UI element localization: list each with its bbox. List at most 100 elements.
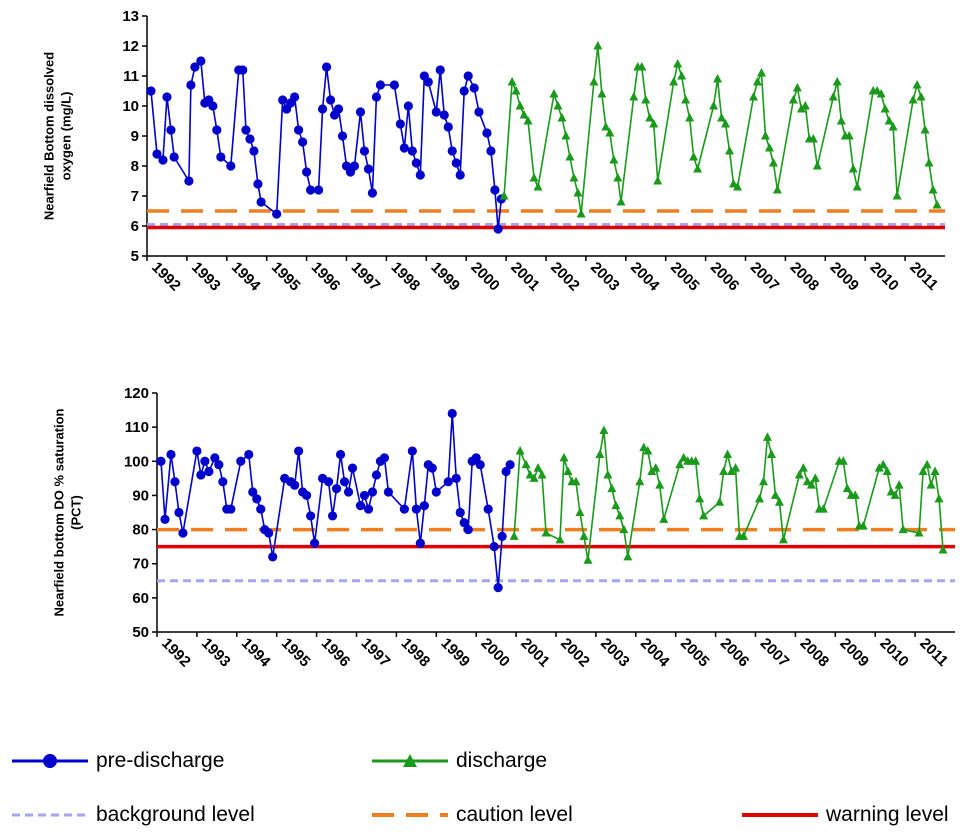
- c1-pre-discharge-point: [256, 197, 266, 207]
- c2-discharge-point: [525, 469, 535, 479]
- c1-y-axis-label-line: Nearfield Bottom dissolved: [42, 52, 57, 220]
- c1-pre-discharge-point: [158, 155, 168, 165]
- c2-discharge-point: [806, 480, 816, 489]
- c2-discharge-point: [810, 473, 820, 482]
- c1-discharge-point: [569, 173, 579, 182]
- c1-pre-discharge-point: [302, 167, 312, 177]
- c1-discharge-point: [733, 182, 743, 191]
- c1-pre-discharge-point: [305, 185, 316, 195]
- c1-discharge-point: [653, 176, 663, 185]
- c1-discharge-point: [557, 113, 567, 122]
- c2-y-axis-label-line: Nearfield bottom DO % saturation: [52, 408, 67, 616]
- c2-discharge-point: [842, 483, 852, 493]
- c1-discharge-point: [756, 68, 766, 77]
- c1-discharge-point: [832, 77, 842, 86]
- c1-discharge-point: [912, 80, 922, 89]
- c1-discharge-point: [772, 185, 782, 194]
- c1-pre-discharge-point: [490, 185, 500, 195]
- c1-discharge-point: [924, 158, 934, 167]
- c2-y-tick-label: 90: [132, 487, 149, 504]
- c1-pre-discharge-point: [349, 161, 360, 171]
- c2-x-tick-label: 1992: [158, 635, 194, 671]
- c1-pre-discharge-point: [190, 62, 200, 72]
- c2-discharge-point: [926, 480, 936, 489]
- c1-discharge-point: [649, 119, 659, 128]
- c2-discharge-point: [675, 459, 685, 469]
- c2-pre-discharge-point: [170, 477, 180, 487]
- c2-x-tick-label: 2002: [557, 635, 593, 671]
- c2-pre-discharge-point: [363, 504, 374, 514]
- c1-pre-discharge-point: [186, 80, 196, 90]
- c1-discharge-point: [641, 95, 651, 104]
- c2-discharge-point: [914, 527, 924, 537]
- c1-discharge-point: [748, 92, 758, 101]
- c1-discharge-point: [788, 95, 798, 104]
- c1-pre-discharge-point: [395, 119, 405, 129]
- c1-pre-discharge-point: [152, 149, 162, 159]
- c2-y-tick-label: 110: [125, 419, 149, 436]
- c1-pre-discharge-point: [439, 110, 449, 120]
- c2-discharge-point: [695, 493, 705, 503]
- c2-pre-discharge-point: [355, 501, 366, 511]
- c1-pre-discharge-point: [216, 152, 226, 162]
- c2-pre-discharge-point: [371, 470, 382, 480]
- c2-discharge-point: [655, 480, 665, 489]
- c1-pre-discharge-point: [486, 146, 496, 156]
- legend-item-discharge: discharge: [370, 749, 547, 773]
- c2-pre-discharge-point: [310, 538, 320, 548]
- c1-pre-discharge-point: [355, 107, 366, 117]
- c1-discharge-point: [549, 89, 559, 98]
- c2-pre-discharge-point: [210, 453, 220, 463]
- c2-pre-discharge-point: [489, 542, 499, 552]
- c1-pre-discharge-point: [459, 86, 469, 96]
- c1-discharge-point: [519, 110, 529, 119]
- c1-pre-discharge-point: [313, 185, 324, 195]
- c2-pre-discharge-point: [218, 477, 228, 487]
- c1-discharge-point: [533, 182, 543, 191]
- c1-pre-discharge-point: [162, 92, 172, 102]
- c2-pre-discharge-point: [459, 518, 469, 528]
- c2-discharge-point: [579, 531, 589, 540]
- c2-pre-discharge-point: [339, 477, 350, 487]
- c2-x-tick-label: 1993: [198, 635, 234, 671]
- c2-pre-discharge-point: [343, 487, 354, 497]
- c1-discharge-point: [499, 191, 509, 200]
- c2-y-tick-label: 80: [132, 522, 149, 539]
- c1-discharge-point: [507, 77, 517, 86]
- c2-pre-discharge-point: [419, 501, 429, 511]
- c1-discharge-point: [844, 131, 854, 140]
- c2-pre-discharge-point: [204, 466, 214, 477]
- c2-pre-discharge-point: [327, 511, 338, 521]
- c1-pre-discharge-point: [435, 65, 445, 75]
- c1-y-tick-label: 7: [131, 188, 139, 205]
- c1-discharge-point: [764, 143, 774, 152]
- c1-pre-discharge-point: [407, 146, 417, 156]
- c1-discharge-point: [848, 164, 858, 173]
- c1-discharge-point: [593, 41, 603, 50]
- c1-discharge-point: [709, 101, 719, 110]
- c1-y-tick-label: 5: [131, 248, 139, 265]
- c2-pre-discharge-point: [200, 456, 210, 466]
- c1-y-tick-label: 10: [122, 98, 139, 115]
- c1-discharge-point: [523, 116, 533, 125]
- c2-y-tick-label: 100: [124, 453, 149, 470]
- c1-discharge-point: [515, 101, 525, 110]
- c2-y-tick-label: 120: [124, 385, 149, 402]
- c1-pre-discharge-point: [321, 62, 332, 72]
- c2-discharge-point: [521, 459, 531, 469]
- legend-warning-line: [742, 813, 818, 817]
- c1-pre-discharge-point: [451, 158, 461, 168]
- c1-discharge-point: [629, 92, 639, 101]
- legend-label-warning: warning level: [826, 803, 949, 826]
- c2-discharge-point: [723, 449, 733, 458]
- c2-pre-discharge-point: [331, 484, 342, 494]
- c1-pre-discharge-point: [371, 92, 382, 102]
- c1-pre-discharge-point: [337, 131, 348, 141]
- legend-label-caution: caution level: [456, 803, 573, 826]
- c2-y-axis-label: Nearfield bottom DO % saturation (PCT): [52, 408, 84, 616]
- c2-discharge-point: [934, 493, 944, 503]
- c1-y-tick-label: 11: [123, 68, 139, 85]
- c2-discharge-point: [615, 510, 625, 520]
- c2-discharge-point: [623, 551, 633, 561]
